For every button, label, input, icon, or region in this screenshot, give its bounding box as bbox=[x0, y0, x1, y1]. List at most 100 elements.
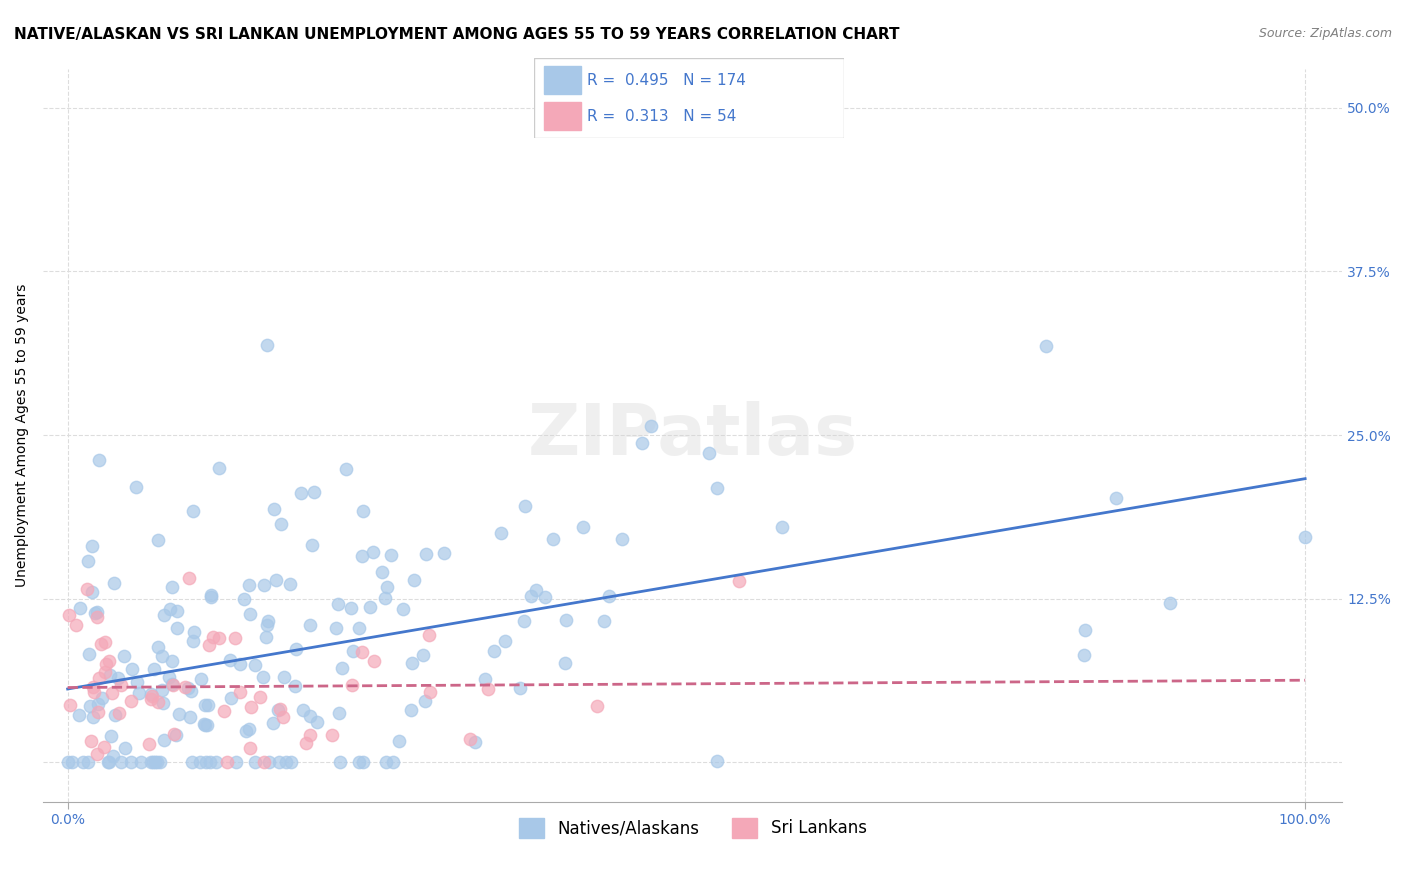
Natives/Alaskans bbox=[284, 679, 307, 693]
Natives/Alaskans bbox=[208, 461, 231, 475]
Natives/Alaskans bbox=[245, 657, 267, 672]
Sri Lankans bbox=[271, 710, 294, 724]
Natives/Alaskans bbox=[160, 654, 183, 668]
Natives/Alaskans bbox=[432, 546, 454, 560]
Sri Lankans bbox=[141, 689, 163, 703]
Sri Lankans bbox=[162, 678, 184, 692]
Sri Lankans bbox=[208, 631, 231, 645]
Sri Lankans bbox=[239, 741, 262, 756]
Sri Lankans bbox=[146, 695, 169, 709]
Natives/Alaskans bbox=[79, 698, 101, 713]
Text: R =  0.495   N = 174: R = 0.495 N = 174 bbox=[586, 73, 745, 88]
Natives/Alaskans bbox=[225, 756, 247, 770]
Natives/Alaskans bbox=[84, 606, 107, 620]
Natives/Alaskans bbox=[150, 682, 173, 697]
Natives/Alaskans bbox=[412, 648, 434, 662]
Natives/Alaskans bbox=[200, 588, 222, 602]
Natives/Alaskans bbox=[77, 756, 100, 770]
Natives/Alaskans bbox=[482, 644, 505, 658]
Natives/Alaskans bbox=[104, 708, 127, 723]
Natives/Alaskans bbox=[148, 533, 170, 547]
Natives/Alaskans bbox=[194, 718, 217, 732]
Natives/Alaskans bbox=[299, 708, 322, 723]
Sri Lankans bbox=[419, 685, 441, 699]
Natives/Alaskans bbox=[706, 481, 728, 495]
Text: ZIPatlas: ZIPatlas bbox=[527, 401, 858, 469]
Natives/Alaskans bbox=[374, 756, 396, 770]
Text: NATIVE/ALASKAN VS SRI LANKAN UNEMPLOYMENT AMONG AGES 55 TO 59 YEARS CORRELATION : NATIVE/ALASKAN VS SRI LANKAN UNEMPLOYMEN… bbox=[14, 27, 900, 42]
Sri Lankans bbox=[80, 734, 103, 748]
Sri Lankans bbox=[198, 638, 221, 652]
Natives/Alaskans bbox=[325, 621, 347, 635]
Sri Lankans bbox=[728, 574, 751, 588]
Natives/Alaskans bbox=[125, 674, 148, 689]
Natives/Alaskans bbox=[181, 504, 204, 518]
Natives/Alaskans bbox=[245, 756, 267, 770]
Natives/Alaskans bbox=[166, 621, 188, 635]
Sri Lankans bbox=[82, 680, 104, 694]
Natives/Alaskans bbox=[361, 545, 384, 559]
Sri Lankans bbox=[83, 685, 105, 699]
Natives/Alaskans bbox=[413, 694, 436, 708]
Sri Lankans bbox=[295, 736, 318, 750]
Natives/Alaskans bbox=[290, 486, 312, 500]
Natives/Alaskans bbox=[67, 708, 90, 723]
Sri Lankans bbox=[363, 654, 385, 668]
Legend: Natives/Alaskans, Sri Lankans: Natives/Alaskans, Sri Lankans bbox=[512, 811, 873, 845]
Sri Lankans bbox=[90, 637, 112, 651]
Natives/Alaskans bbox=[150, 649, 173, 664]
Sri Lankans bbox=[93, 739, 115, 754]
FancyBboxPatch shape bbox=[534, 58, 844, 138]
Natives/Alaskans bbox=[1073, 648, 1095, 662]
Natives/Alaskans bbox=[263, 502, 285, 516]
Natives/Alaskans bbox=[190, 672, 212, 686]
Natives/Alaskans bbox=[342, 644, 364, 658]
Natives/Alaskans bbox=[89, 452, 111, 467]
Natives/Alaskans bbox=[415, 547, 437, 561]
Natives/Alaskans bbox=[177, 681, 200, 695]
Natives/Alaskans bbox=[125, 480, 148, 494]
Natives/Alaskans bbox=[524, 583, 547, 598]
Natives/Alaskans bbox=[238, 578, 260, 592]
Natives/Alaskans bbox=[143, 756, 166, 770]
Natives/Alaskans bbox=[97, 756, 120, 770]
Natives/Alaskans bbox=[180, 684, 202, 698]
Sri Lankans bbox=[269, 702, 291, 716]
Natives/Alaskans bbox=[165, 728, 187, 742]
Natives/Alaskans bbox=[200, 590, 222, 604]
Natives/Alaskans bbox=[328, 597, 350, 611]
Natives/Alaskans bbox=[640, 418, 662, 433]
Natives/Alaskans bbox=[152, 696, 174, 710]
Natives/Alaskans bbox=[153, 607, 176, 622]
Sri Lankans bbox=[352, 645, 374, 659]
Sri Lankans bbox=[228, 685, 250, 699]
Natives/Alaskans bbox=[1105, 491, 1128, 505]
Natives/Alaskans bbox=[193, 716, 215, 731]
Natives/Alaskans bbox=[110, 756, 132, 770]
Natives/Alaskans bbox=[262, 716, 284, 731]
Natives/Alaskans bbox=[304, 484, 326, 499]
Natives/Alaskans bbox=[541, 533, 564, 547]
Natives/Alaskans bbox=[274, 756, 297, 770]
Natives/Alaskans bbox=[273, 670, 295, 684]
Natives/Alaskans bbox=[142, 756, 165, 770]
Natives/Alaskans bbox=[195, 718, 218, 732]
Sri Lankans bbox=[87, 705, 110, 719]
Bar bbox=[544, 103, 581, 130]
Natives/Alaskans bbox=[159, 601, 181, 615]
Natives/Alaskans bbox=[91, 690, 114, 705]
Natives/Alaskans bbox=[167, 707, 190, 722]
Sri Lankans bbox=[87, 672, 110, 686]
Natives/Alaskans bbox=[388, 734, 411, 748]
Natives/Alaskans bbox=[347, 621, 370, 635]
Natives/Alaskans bbox=[375, 580, 398, 594]
Sri Lankans bbox=[110, 678, 132, 692]
Natives/Alaskans bbox=[131, 756, 153, 770]
Text: Source: ZipAtlas.com: Source: ZipAtlas.com bbox=[1258, 27, 1392, 40]
Sri Lankans bbox=[239, 700, 262, 714]
Natives/Alaskans bbox=[103, 576, 125, 591]
Natives/Alaskans bbox=[77, 554, 100, 568]
Natives/Alaskans bbox=[233, 591, 256, 606]
Natives/Alaskans bbox=[513, 614, 536, 628]
Natives/Alaskans bbox=[494, 634, 516, 648]
